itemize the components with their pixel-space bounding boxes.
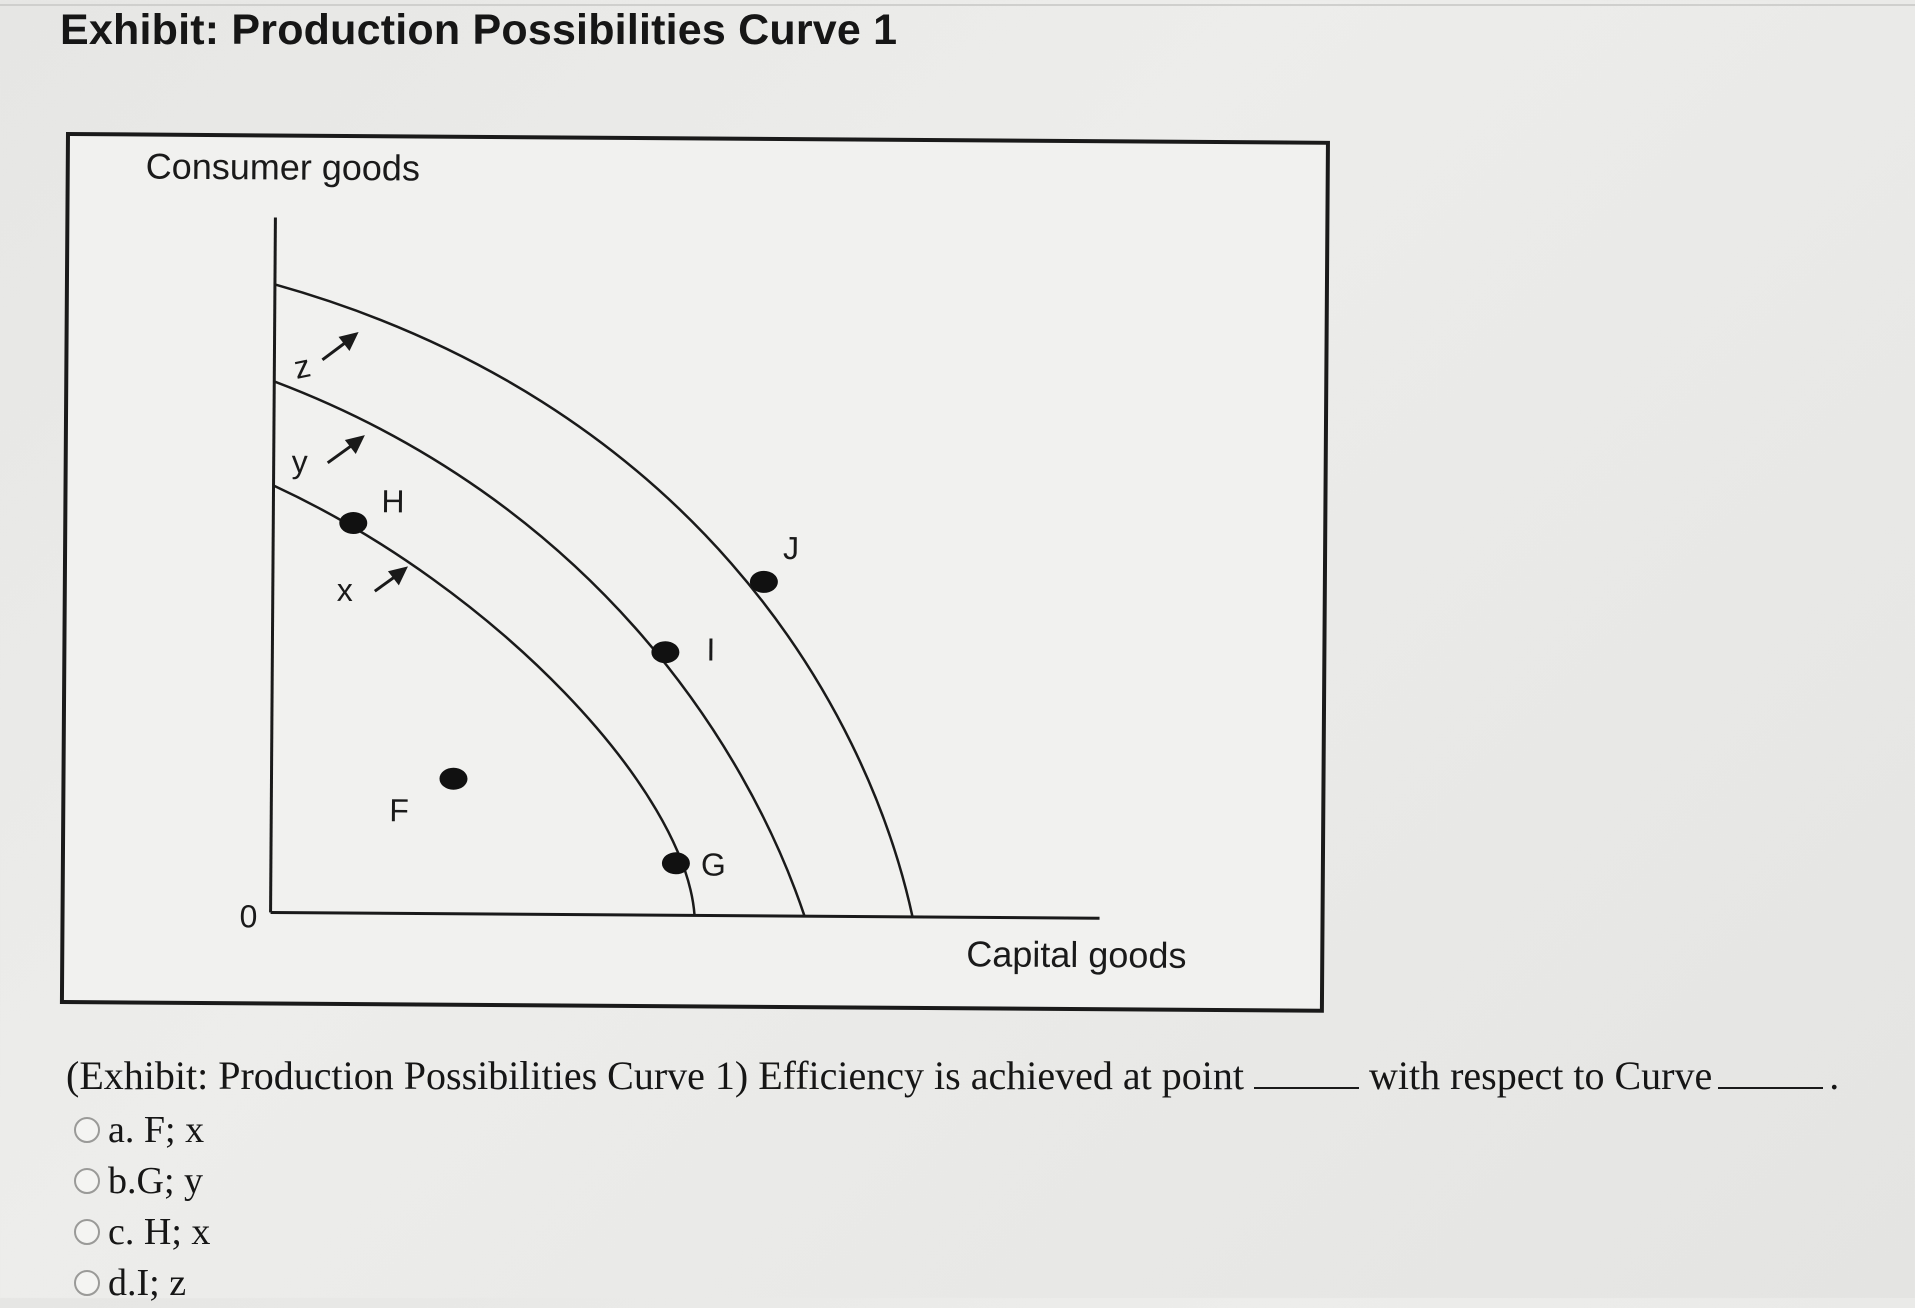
curve-label-x: x	[337, 572, 353, 608]
question-text-middle: with respect to Curve	[1368, 1053, 1713, 1098]
option-a-letter: a.	[108, 1108, 135, 1151]
option-c-text: H; x	[143, 1210, 211, 1253]
curve-label-z: z	[291, 347, 314, 385]
question-text-before: (Exhibit: Production Possibilities Curve…	[66, 1053, 1244, 1098]
ppc-diagram: Consumer goods Capital goods 0 z y x H	[146, 146, 1187, 976]
radio-button-d[interactable]	[74, 1269, 100, 1296]
point-G-label: G	[701, 846, 726, 882]
point-I-marker	[651, 641, 680, 664]
x-axis	[270, 910, 1100, 920]
radio-button-c[interactable]	[74, 1218, 100, 1245]
option-d-letter: d.	[108, 1261, 137, 1304]
question-text-end: .	[1829, 1053, 1840, 1098]
point-J-marker	[749, 570, 778, 593]
option-d-text: I; z	[136, 1261, 187, 1304]
option-d[interactable]: d. I; z	[74, 1257, 210, 1308]
option-c[interactable]: c. H; x	[74, 1206, 210, 1257]
point-H-marker	[339, 512, 368, 535]
top-divider	[0, 4, 1915, 6]
curve-y	[273, 380, 806, 917]
point-F-marker	[439, 767, 468, 790]
option-b[interactable]: b. G; y	[74, 1155, 210, 1206]
curve-z-arrow-icon	[321, 332, 359, 361]
y-axis	[269, 217, 277, 913]
option-c-letter: c.	[108, 1210, 135, 1253]
point-blank	[1253, 1057, 1359, 1089]
point-G-marker	[661, 852, 690, 875]
question-text: (Exhibit: Production Possibilities Curve…	[66, 1052, 1866, 1099]
origin-label: 0	[239, 898, 257, 934]
point-F-label: F	[389, 792, 409, 828]
answer-options: a. F; x b. G; y c. H; x d. I; z	[74, 1104, 210, 1308]
y-axis-label: Consumer goods	[146, 146, 420, 189]
point-H-label: H	[381, 483, 404, 519]
option-b-letter: b.	[108, 1159, 137, 1202]
curve-z	[274, 283, 914, 918]
exhibit-title: Exhibit: Production Possibilities Curve …	[60, 6, 898, 54]
curve-label-y: y	[292, 444, 308, 480]
radio-button-b[interactable]	[74, 1167, 100, 1194]
point-J-label: J	[783, 530, 799, 566]
x-axis-label: Capital goods	[966, 933, 1186, 976]
curve-y-arrow-icon	[326, 435, 365, 465]
option-b-text: G; y	[136, 1159, 204, 1202]
curve-x-arrow-icon	[373, 566, 408, 593]
point-I-label: I	[706, 631, 715, 667]
option-a-text: F; x	[143, 1108, 205, 1151]
radio-button-a[interactable]	[74, 1116, 100, 1143]
option-a[interactable]: a. F; x	[74, 1104, 210, 1155]
ppc-figure: Consumer goods Capital goods 0 z y x H	[59, 132, 1330, 1013]
curve-x	[273, 484, 696, 916]
curve-blank	[1718, 1057, 1824, 1089]
